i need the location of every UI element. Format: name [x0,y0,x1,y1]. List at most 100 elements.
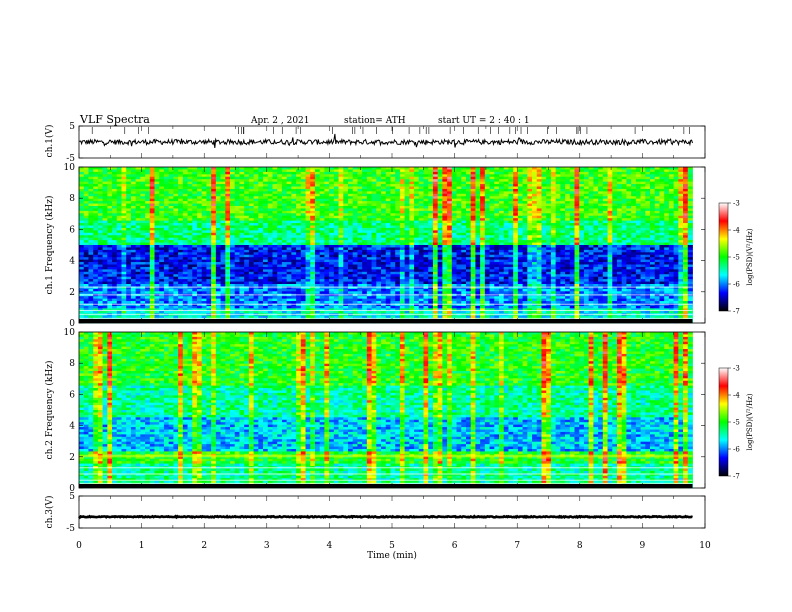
spectrogram-cell [187,213,193,217]
spectrogram-cell [499,218,505,222]
spectrogram-cell [159,245,165,248]
spectrogram-cell [461,232,467,236]
spectrogram-cell [258,235,264,239]
spectrogram-cell [310,167,316,170]
spectrogram-cell [352,193,358,197]
spectrogram-cell [579,249,585,253]
spectrogram-cell [149,242,155,246]
spectrogram-cell [621,227,627,231]
spectrogram-cell [366,254,372,258]
spectrogram-cell [286,247,292,251]
spectrogram-cell [182,247,188,251]
spectrogram-cell [286,167,292,170]
spectrogram-cell [541,193,547,197]
spectrogram-cell [659,218,665,222]
spectrogram-cell [310,247,316,251]
spectrogram-cell [395,184,401,187]
spectrogram-cell [650,223,656,226]
spectrogram-cell [168,208,174,212]
spectrogram-cell [640,181,646,185]
spectrogram-cell [248,249,255,253]
spectrogram-cell [583,249,590,253]
spectrogram-cell [112,196,118,200]
spectrogram-cell [631,254,637,258]
spectrogram-cell [201,198,207,202]
spectrogram-cell [414,213,420,217]
spectrogram-cell [329,232,335,236]
spectrogram-cell [310,245,316,248]
spectrogram-cell [683,206,689,209]
spectrogram-cell [395,169,401,173]
spectrogram-cell [168,193,174,197]
spectrogram-cell [390,237,396,241]
spectrogram-cell [314,257,321,261]
spectrogram-cell [418,201,424,204]
spectrogram-cell [93,171,99,175]
spectrogram-cell [602,220,608,224]
spectrogram-cell [258,210,264,214]
spectrogram-cell [683,249,689,253]
spectrogram-cell [310,188,316,192]
spectrogram-cell [390,218,396,222]
spectrogram-cell [79,218,85,222]
spectrogram-cell [404,242,410,246]
spectrogram-cell [428,230,434,234]
spectrogram-cell [362,179,368,183]
spectrogram-cell [569,249,575,253]
spectrogram-cell [310,230,316,234]
spectrogram-cell [517,227,523,231]
spectrogram-cell [645,191,651,195]
spectrogram-cell [650,208,656,212]
spectrogram-cell [192,249,198,253]
spectrogram-cell [97,193,103,197]
spectrogram-cell [560,247,566,251]
spectrogram-cell [475,225,481,229]
spectrogram-cell [253,203,259,207]
spectrogram-cell [220,227,226,231]
spectrogram-cell [659,247,665,251]
spectrogram-cell [149,196,155,200]
spectrogram-cell [499,203,505,207]
spectrogram-cell [612,232,618,236]
spectrogram-cell [234,193,240,197]
spectrogram-cell [140,232,146,236]
spectrogram-cell [484,210,490,214]
spectrogram-cell [310,201,316,204]
spectrogram-cell [607,174,613,178]
spectrogram-cell [126,218,132,222]
spectrogram-cell [489,223,495,226]
spectrogram-cell [140,220,146,224]
spectrogram-cell [546,215,552,219]
spectrogram-cell [569,174,575,178]
spectrogram-cell [329,179,335,183]
spectrogram-cell [631,206,637,209]
spectrogram-cell [182,191,188,195]
spectrogram-cell [102,201,108,204]
spectrogram-cell [593,232,599,236]
spectrogram-cell [352,181,358,185]
spectrogram-cell [395,257,401,261]
spectrogram-cell [145,240,151,243]
spectrogram-cell [329,181,335,185]
spectrogram-cell [102,196,108,200]
spectrogram-cell [550,198,557,202]
spectrogram-cell [546,184,552,187]
spectrogram-cell [319,254,325,258]
spectrogram-cell [598,179,604,183]
spectrogram-cell [343,232,349,236]
spectrogram-cell [579,176,585,180]
spectrogram-cell [635,242,641,246]
spectrogram-cell [503,223,509,226]
spectrogram-cell [333,218,339,222]
spectrogram-cell [239,237,245,241]
spectrogram-cell [215,227,221,231]
spectrogram-cell [329,174,335,178]
spectrogram-cell [687,213,693,217]
spectrogram-cell [390,245,396,248]
spectrogram-cell [286,223,292,226]
spectrogram-cell [352,227,358,231]
spectrogram-cell [437,227,443,231]
spectrogram-cell [673,179,679,183]
spectrogram-cell [480,254,486,258]
spectrogram-cell [565,181,571,185]
